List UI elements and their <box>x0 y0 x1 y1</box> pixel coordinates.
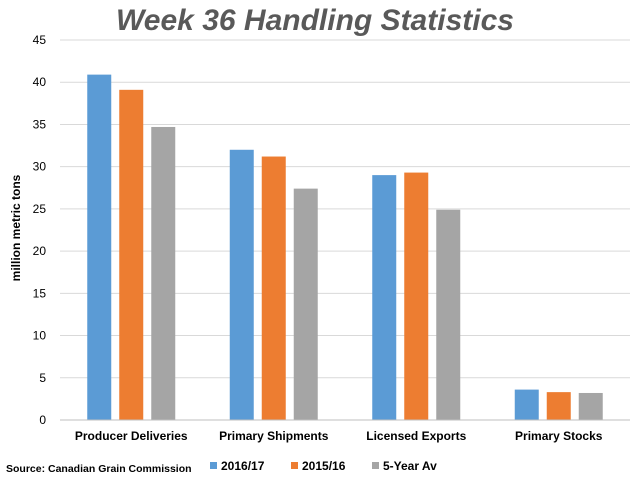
y-tick-label: 15 <box>33 286 47 300</box>
bar <box>87 74 112 420</box>
y-tick-label: 5 <box>39 371 46 385</box>
chart-title: Week 36 Handling Statistics <box>116 4 514 37</box>
y-tick-label: 35 <box>33 117 47 131</box>
y-axis-label: million metric tons <box>9 174 23 281</box>
source-note: Source: Canadian Grain Commission <box>6 463 192 475</box>
y-tick-label: 40 <box>33 75 47 89</box>
bar <box>119 89 144 421</box>
bar <box>436 209 461 420</box>
bar <box>404 172 429 420</box>
legend-label: 2015/16 <box>302 459 346 473</box>
bars <box>87 74 603 421</box>
bar <box>546 392 571 420</box>
y-tick-label: 25 <box>33 202 47 216</box>
legend: 2016/17 2015/16 5-Year Av <box>210 459 437 473</box>
y-tick-label: 0 <box>39 413 46 427</box>
legend-swatch <box>210 462 217 469</box>
legend-swatch <box>291 462 298 469</box>
y-axis-ticks: 0 5 10 15 20 25 30 35 40 45 <box>33 33 47 427</box>
bar <box>229 149 254 420</box>
legend-label: 2016/17 <box>221 459 265 473</box>
category-label: Primary Stocks <box>515 429 603 443</box>
bar <box>372 175 397 420</box>
category-label: Licensed Exports <box>366 429 466 443</box>
bar <box>261 156 286 421</box>
category-label: Producer Deliveries <box>75 429 188 443</box>
bar <box>151 126 176 420</box>
y-tick-label: 45 <box>33 33 47 47</box>
y-tick-label: 30 <box>33 160 47 174</box>
bar <box>578 392 603 420</box>
gridlines <box>60 39 630 379</box>
legend-swatch <box>372 462 379 469</box>
category-labels: Producer Deliveries Primary Shipments Lice… <box>75 429 603 443</box>
bar <box>514 389 539 420</box>
bar <box>293 188 318 420</box>
y-tick-label: 20 <box>33 244 47 258</box>
category-label: Primary Shipments <box>219 429 329 443</box>
y-tick-label: 10 <box>33 329 47 343</box>
legend-label: 5-Year Av <box>383 459 437 473</box>
